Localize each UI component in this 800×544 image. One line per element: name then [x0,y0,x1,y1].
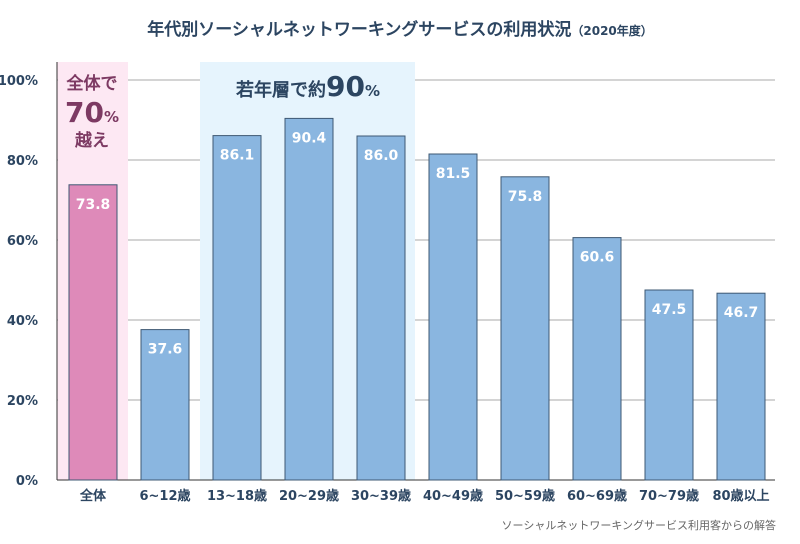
y-tick-label: 20% [7,394,38,409]
y-tick-label: 100% [0,74,38,89]
bar [356,135,406,481]
bar [716,292,766,481]
annotation-overall-pct: % [104,108,119,126]
y-tick-label: 80% [7,154,38,169]
y-tick-label: 0% [16,474,38,489]
x-tick-label: 60~69歳 [567,488,627,504]
x-tick-label: 80歳以上 [712,488,769,504]
y-tick-label: 60% [7,234,38,249]
chart-title-suffix: （2020年度） [571,23,652,38]
footnote: ソーシャルネットワーキングサービス利用客からの解答 [502,518,776,532]
x-tick-label: 全体 [79,488,107,504]
bar [140,329,190,481]
data-label: 90.4 [292,130,327,146]
bar [68,184,118,481]
data-label: 86.0 [364,148,399,164]
annotation-overall-line3: 越え [74,130,109,151]
bar [284,117,334,481]
x-tick-label: 50~59歳 [495,488,555,504]
chart-title: 年代別ソーシャルネットワーキングサービスの利用状況（2020年度） [147,19,653,40]
annotation-young-number: 90 [326,70,365,103]
y-tick-label: 40% [7,314,38,329]
x-tick-label: 20~29歳 [279,488,339,504]
data-label: 47.5 [652,302,687,318]
annotation-overall-line1: 全体で [66,73,118,94]
bar [500,176,550,481]
data-label: 86.1 [220,148,255,164]
data-label: 37.6 [148,342,183,358]
bar [428,153,478,481]
data-label: 73.8 [76,197,111,213]
data-label: 81.5 [436,166,471,182]
bar [644,289,694,481]
data-label: 60.6 [580,250,615,266]
bar [572,237,622,481]
x-tick-label: 13~18歳 [207,488,267,504]
bar [212,135,262,481]
x-tick-label: 30~39歳 [351,488,411,504]
x-tick-label: 70~79歳 [639,488,699,504]
x-tick-label: 6~12歳 [139,488,190,504]
x-tick-label: 40~49歳 [423,488,483,504]
data-label: 46.7 [724,305,759,321]
data-label: 75.8 [508,189,543,205]
annotation-young-pct: % [365,82,380,100]
